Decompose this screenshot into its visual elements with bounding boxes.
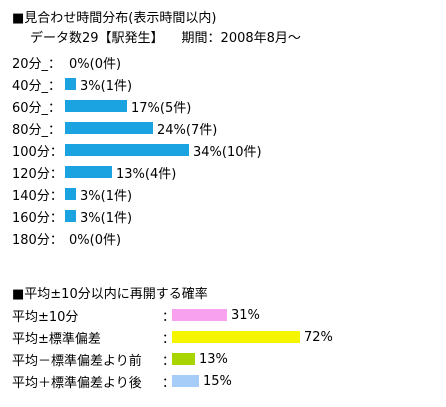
category-label: 平均±標準偏差: [12, 331, 101, 347]
category-label: 60分_：: [12, 100, 62, 116]
data-label: 13%: [199, 351, 228, 367]
probability-bar: [172, 309, 227, 321]
probability-row: 平均±10分 ： 31%: [12, 305, 260, 325]
distribution-bar: [65, 78, 76, 90]
data-label: 3%(1件): [80, 210, 133, 226]
data-label: 17%(5件): [131, 100, 192, 116]
probability-row: 平均±標準偏差 ： 72%: [12, 327, 333, 347]
data-label: 3%(1件): [80, 78, 133, 94]
probability-title: ■平均±10分以内に再開する確率: [12, 287, 208, 302]
data-label: 24%(7件): [157, 122, 218, 138]
distribution-bar: [65, 100, 127, 112]
category-label: 80分_：: [12, 122, 62, 138]
distribution-subtitle: データ数29【駅発生】 期間：2008年8月～: [30, 31, 301, 47]
probability-bar: [172, 353, 195, 365]
category-label: 180分：: [12, 232, 63, 248]
distribution-row: 40分_： 3%(1件): [12, 74, 132, 94]
distribution-row: 180分： 0%(0件): [12, 228, 121, 248]
probability-bar: [172, 375, 199, 387]
distribution-row: 140分： 3%(1件): [12, 184, 132, 204]
category-label: 100分：: [12, 144, 63, 160]
category-label: 160分：: [12, 210, 63, 226]
distribution-title: ■見合わせ時間分布(表示時間以内): [12, 11, 217, 26]
category-label: 120分：: [12, 166, 63, 182]
category-label: 平均＋標準偏差より後: [12, 375, 142, 391]
data-count-label: データ数29【駅発生】: [30, 31, 164, 46]
separator: ：: [162, 353, 176, 369]
category-label: 平均－標準偏差より前: [12, 353, 142, 369]
distribution-bar: [65, 144, 189, 156]
data-label: 72%: [304, 329, 333, 345]
data-label: 34%(10件): [193, 144, 262, 160]
distribution-row: 160分： 3%(1件): [12, 206, 132, 226]
distribution-row: 80分_： 24%(7件): [12, 118, 217, 138]
separator: ：: [162, 375, 176, 391]
data-label: 0%(0件): [69, 232, 122, 248]
distribution-bar: [65, 188, 76, 200]
distribution-bar: [65, 166, 112, 178]
distribution-bar: [65, 122, 153, 134]
data-label: 3%(1件): [80, 188, 133, 204]
distribution-bar: [65, 210, 76, 222]
period-label: 期間：2008年8月～: [181, 31, 301, 46]
category-label: 140分：: [12, 188, 63, 204]
distribution-row: 20分_： 0%(0件): [12, 52, 121, 72]
distribution-row: 60分_： 17%(5件): [12, 96, 191, 116]
category-label: 40分_：: [12, 78, 62, 94]
category-label: 20分_：: [12, 56, 62, 72]
probability-row: 平均－標準偏差より前 ： 13%: [12, 349, 228, 369]
category-label: 平均±10分: [12, 309, 79, 325]
data-label: 13%(4件): [116, 166, 177, 182]
distribution-row: 120分： 13%(4件): [12, 162, 176, 182]
data-label: 15%: [203, 373, 232, 389]
separator: ：: [162, 309, 176, 325]
data-label: 0%(0件): [69, 56, 122, 72]
probability-row: 平均＋標準偏差より後 ： 15%: [12, 371, 232, 391]
probability-bar: [172, 331, 300, 343]
distribution-row: 100分： 34%(10件): [12, 140, 262, 160]
separator: ：: [162, 331, 176, 347]
data-label: 31%: [231, 307, 260, 323]
